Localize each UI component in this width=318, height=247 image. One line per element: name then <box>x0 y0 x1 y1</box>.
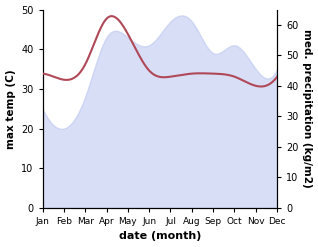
Y-axis label: max temp (C): max temp (C) <box>5 69 16 148</box>
X-axis label: date (month): date (month) <box>119 231 201 242</box>
Y-axis label: med. precipitation (kg/m2): med. precipitation (kg/m2) <box>302 29 313 188</box>
